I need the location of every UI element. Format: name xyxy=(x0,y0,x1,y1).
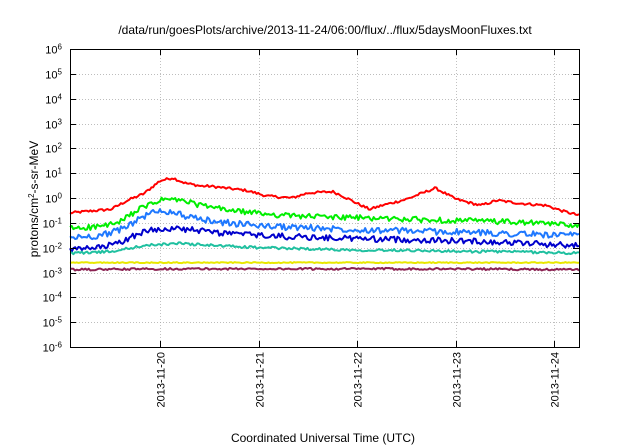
y-tick-label: 10-1 xyxy=(43,216,63,231)
y-tick-base: 10 xyxy=(43,293,55,305)
y-tick-base: 10 xyxy=(45,45,57,57)
y-tick-exponent: 4 xyxy=(58,92,63,101)
y-tick-exponent: -4 xyxy=(55,290,63,299)
y-tick-base: 10 xyxy=(45,144,57,156)
y-tick-base: 10 xyxy=(43,318,55,330)
y-tick-exponent: 0 xyxy=(58,191,63,200)
y-tick-label: 105 xyxy=(45,67,62,82)
series-layer xyxy=(69,177,580,272)
y-tick-exponent: 6 xyxy=(58,42,63,51)
chart-title: /data/run/goesPlots/archive/2013-11-24/0… xyxy=(118,23,532,37)
x-tick-label: 2013-11-20 xyxy=(156,352,168,407)
y-tick-exponent: -1 xyxy=(55,216,63,225)
series-line xyxy=(69,225,580,253)
y-tick-base: 10 xyxy=(43,269,55,281)
y-tick-label: 10-2 xyxy=(43,241,63,256)
series-line xyxy=(69,261,580,265)
y-tick-exponent: 1 xyxy=(58,166,63,175)
y-tick-label: 101 xyxy=(45,166,62,181)
y-tick-label: 100 xyxy=(45,191,62,206)
y-tick-label: 104 xyxy=(45,92,62,107)
series-line xyxy=(69,266,580,272)
x-tick-label: 2013-11-23 xyxy=(452,352,464,407)
y-tick-base: 10 xyxy=(45,194,57,206)
y-tick-base: 10 xyxy=(43,343,55,355)
y-tick-base: 10 xyxy=(45,95,57,107)
y-tick-exponent: 3 xyxy=(58,117,63,126)
grid xyxy=(70,49,579,347)
y-tick-base: 10 xyxy=(43,219,55,231)
y-axis: 10-610-510-410-310-210-11001011021031041… xyxy=(43,42,579,355)
y-tick-exponent: -2 xyxy=(55,241,63,250)
series-line xyxy=(69,196,580,231)
y-tick-label: 10-6 xyxy=(43,340,63,355)
series-line xyxy=(69,241,579,256)
series-line xyxy=(69,208,580,241)
y-tick-exponent: -6 xyxy=(55,340,63,349)
y-tick-label: 103 xyxy=(45,117,62,132)
y-tick-label: 106 xyxy=(45,42,62,57)
y-tick-base: 10 xyxy=(45,120,57,132)
x-axis-label: Coordinated Universal Time (UTC) xyxy=(231,431,415,445)
x-tick-label: 2013-11-21 xyxy=(255,352,267,407)
y-tick-base: 10 xyxy=(45,70,57,82)
y-axis-label-prefix: protons/cm xyxy=(27,198,41,257)
y-axis-label-suffix: -s-sr-MeV xyxy=(27,141,41,194)
x-tick-label: 2013-11-22 xyxy=(353,352,365,407)
y-tick-exponent: -3 xyxy=(55,266,63,275)
y-tick-label: 10-5 xyxy=(43,315,63,330)
y-tick-label: 10-4 xyxy=(43,290,63,305)
x-axis: 2013-11-20 2013-11-21 2013-11-22 2013-11-23… xyxy=(156,49,562,407)
y-tick-base: 10 xyxy=(43,244,55,256)
y-tick-exponent: -5 xyxy=(55,315,63,324)
series-line xyxy=(69,177,580,216)
y-axis-label: protons/cm2-s-sr-MeV xyxy=(27,141,42,257)
y-tick-exponent: 5 xyxy=(58,67,63,76)
x-tick-label: 2013-11-24 xyxy=(550,352,562,407)
y-tick-base: 10 xyxy=(45,169,57,181)
y-tick-label: 10-3 xyxy=(43,266,63,281)
y-tick-label: 102 xyxy=(45,141,62,156)
y-tick-exponent: 2 xyxy=(58,141,63,150)
y-axis-label-sup: 2 xyxy=(27,193,36,198)
